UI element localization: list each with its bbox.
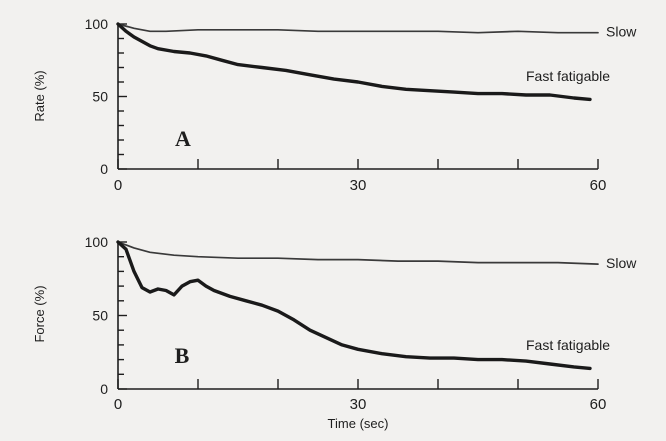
y-tick-label: 50 — [92, 89, 108, 105]
y-tick-label: 0 — [100, 381, 108, 397]
y-axis-label: Rate (%) — [32, 70, 47, 121]
y-axis-label: Force (%) — [32, 285, 47, 342]
panel-b: 0 50 100 0 30 60 Force (%) Time (sec) B Slow Fast … — [32, 234, 637, 431]
series-line-slow — [117, 241, 599, 265]
panel-letter: B — [175, 343, 190, 368]
x-tick-label: 60 — [590, 396, 607, 413]
series-label: Fast fatigable — [526, 337, 610, 353]
y-tick-label: 50 — [92, 308, 108, 324]
series-label: Slow — [606, 24, 637, 40]
panel-letter: A — [175, 126, 191, 151]
series-label: Fast fatigable — [526, 68, 610, 84]
x-tick-label: 0 — [114, 396, 122, 413]
panel-a: 0 50 100 0 30 60 Rate (%) A Slow Fast fatigable — [32, 16, 637, 194]
x-tick-label: 30 — [350, 396, 367, 413]
x-tick-label: 60 — [590, 177, 607, 194]
series-line-slow — [117, 23, 599, 34]
y-tick-label: 0 — [100, 161, 108, 177]
y-tick-label: 100 — [85, 234, 109, 250]
series-line-fast-fatigable — [116, 240, 592, 371]
y-tick-label: 100 — [85, 16, 109, 32]
x-tick-label: 0 — [114, 177, 122, 194]
x-tick-label: 30 — [350, 177, 367, 194]
series-label: Slow — [606, 255, 637, 271]
series-line-fast-fatigable — [116, 22, 592, 102]
x-axis-label: Time (sec) — [328, 416, 389, 431]
